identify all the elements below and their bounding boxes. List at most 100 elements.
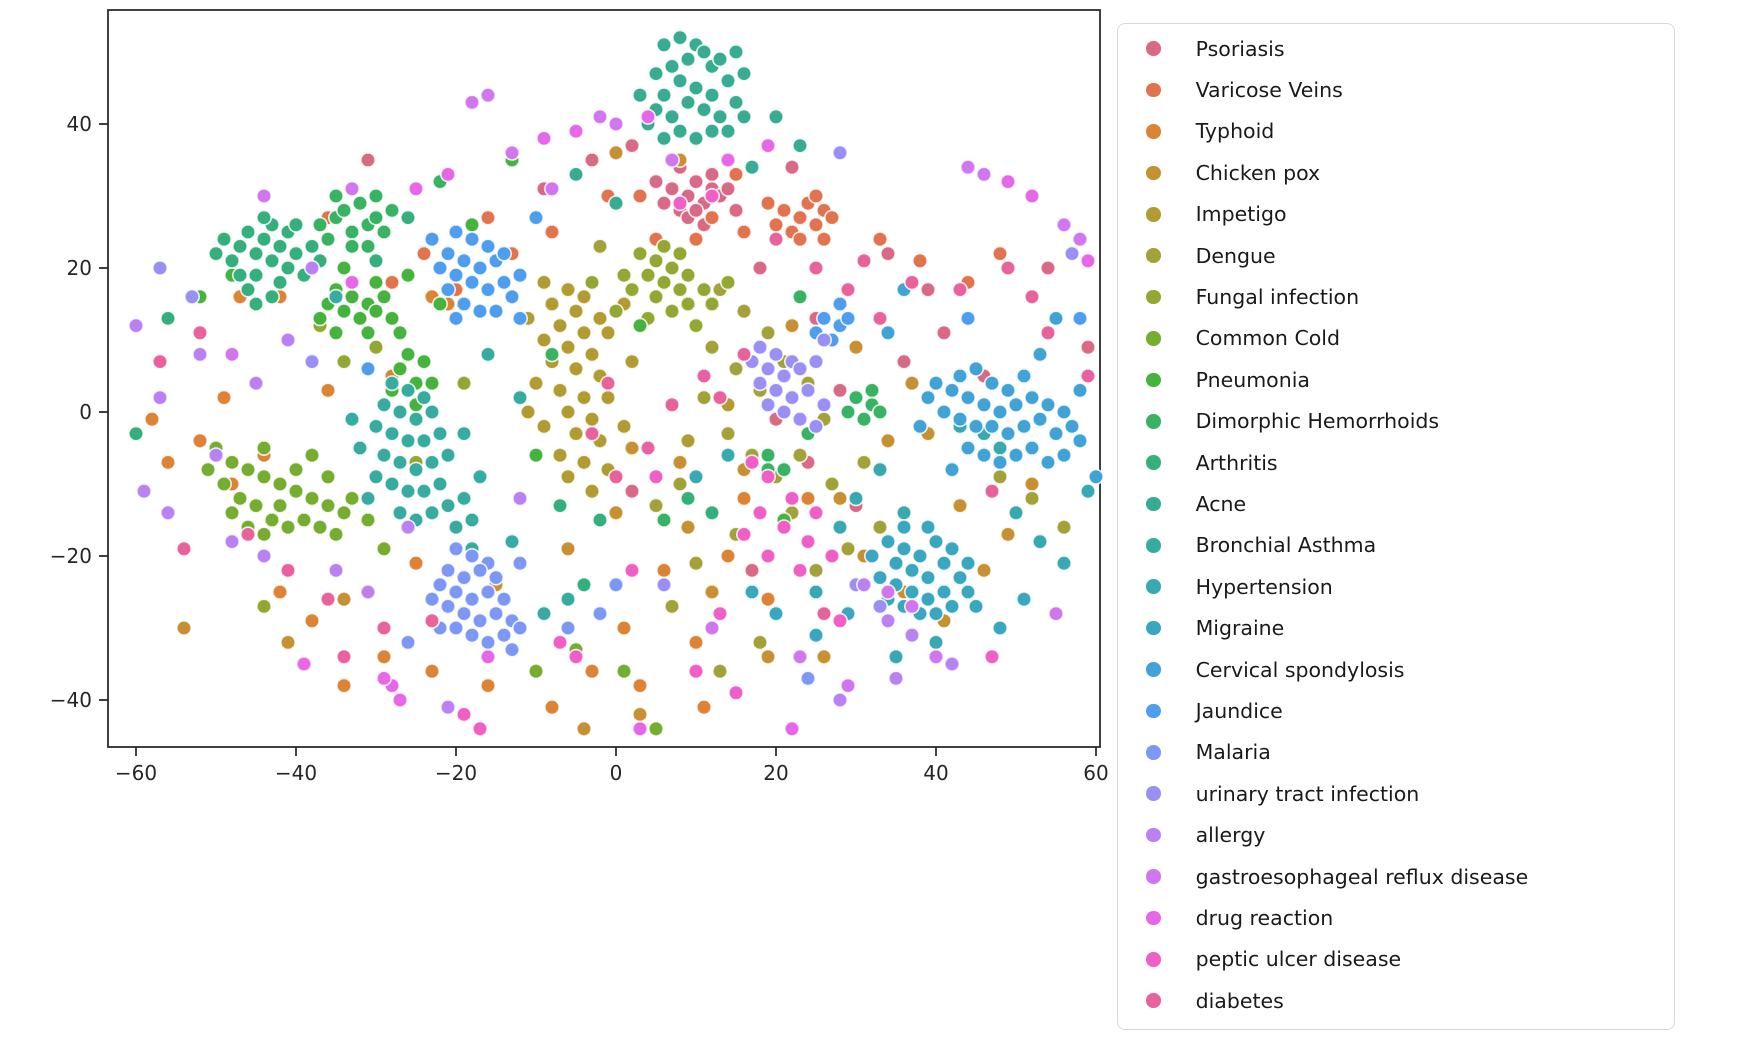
scatter-series-cervical-spondylosis xyxy=(879,281,1105,485)
scatter-point xyxy=(479,209,496,226)
scatter-point xyxy=(983,418,1000,435)
scatter-point xyxy=(455,706,472,723)
scatter-point xyxy=(383,475,400,492)
scatter-point xyxy=(935,555,952,572)
scatter-point xyxy=(735,108,752,125)
scatter-point xyxy=(463,94,480,111)
scatter-point xyxy=(447,310,464,327)
legend-item-label: Migraine xyxy=(1195,616,1285,641)
scatter-point xyxy=(631,317,648,334)
scatter-point xyxy=(975,447,992,464)
scatter-point xyxy=(375,670,392,687)
scatter-point xyxy=(871,461,888,478)
scatter-point xyxy=(943,598,960,615)
scatter-point xyxy=(759,547,776,564)
scatter-point xyxy=(791,209,808,226)
scatter-point xyxy=(791,288,808,305)
scatter-point xyxy=(375,288,392,305)
scatter-point xyxy=(735,526,752,543)
scatter-point xyxy=(847,490,864,507)
scatter-point xyxy=(847,339,864,356)
scatter-point xyxy=(959,555,976,572)
scatter-point xyxy=(527,209,544,226)
legend-item-label: Arthritis xyxy=(1195,450,1278,475)
scatter-point xyxy=(815,605,832,622)
scatter-point xyxy=(567,303,584,320)
scatter-point xyxy=(319,591,336,608)
scatter-point xyxy=(799,490,816,507)
scatter-point xyxy=(767,382,784,399)
scatter-point xyxy=(871,231,888,248)
scatter-point xyxy=(663,180,680,197)
legend-item-label: Pneumonia xyxy=(1195,367,1310,392)
legend-item-label: Malaria xyxy=(1195,740,1271,765)
scatter-point xyxy=(935,324,952,341)
scatter-point xyxy=(1040,396,1057,413)
scatter-point xyxy=(335,202,352,219)
scatter-point xyxy=(975,562,992,579)
scatter-point xyxy=(639,267,656,284)
y-tick-label: −20 xyxy=(50,544,92,568)
scatter-point xyxy=(160,454,177,471)
legend-item-label: gastroesophageal reflux disease xyxy=(1195,864,1529,889)
scatter-point xyxy=(511,490,528,507)
scatter-point xyxy=(551,447,568,464)
scatter-point xyxy=(855,454,872,471)
scatter-point xyxy=(655,87,672,104)
scatter-series-peptic-ulcer-disease xyxy=(455,188,1000,737)
scatter-point xyxy=(391,403,408,420)
legend-item-label: allergy xyxy=(1195,823,1266,848)
scatter-point xyxy=(479,238,496,255)
scatter-point xyxy=(631,87,648,104)
legend-item-label: Impetigo xyxy=(1195,202,1287,227)
scatter-point xyxy=(535,605,552,622)
scatter-point xyxy=(439,166,456,183)
scatter-point xyxy=(471,562,488,579)
scatter-point xyxy=(1048,425,1065,442)
scatter-point xyxy=(807,504,824,521)
scatter-point xyxy=(671,123,688,140)
scatter-point xyxy=(711,108,728,125)
scatter-point xyxy=(415,353,432,370)
scatter-point xyxy=(176,619,193,636)
scatter-point xyxy=(383,375,400,392)
legend-marker-icon xyxy=(1146,620,1161,636)
scatter-point xyxy=(695,281,712,298)
scatter-point xyxy=(128,317,145,334)
scatter-point xyxy=(567,166,584,183)
scatter-point xyxy=(575,288,592,305)
scatter-point xyxy=(783,490,800,507)
scatter-point xyxy=(759,396,776,413)
scatter-point xyxy=(543,699,560,716)
scatter-point xyxy=(407,461,424,478)
scatter-point xyxy=(248,497,265,514)
scatter-point xyxy=(1048,310,1065,327)
scatter-point xyxy=(255,526,272,543)
scatter-point xyxy=(439,245,456,262)
scatter-point xyxy=(607,116,624,133)
scatter-point xyxy=(240,224,257,241)
legend-item-label: Cervical spondylosis xyxy=(1195,657,1405,682)
scatter-point xyxy=(471,259,488,276)
scatter-point xyxy=(303,447,320,464)
scatter-point xyxy=(1040,259,1057,276)
scatter-point xyxy=(383,274,400,291)
scatter-point xyxy=(375,224,392,241)
scatter-point xyxy=(495,627,512,644)
legend-item-label: Chicken pox xyxy=(1195,160,1321,185)
scatter-point xyxy=(615,418,632,435)
scatter-point xyxy=(128,425,145,442)
legend-marker-icon xyxy=(1146,331,1161,346)
scatter-point xyxy=(192,324,209,341)
x-tick-label: 40 xyxy=(923,761,948,785)
scatter-point xyxy=(615,267,632,284)
scatter-point xyxy=(655,130,672,147)
scatter-point xyxy=(287,483,304,500)
scatter-point xyxy=(511,555,528,572)
scatter-point xyxy=(495,274,512,291)
scatter-point xyxy=(279,259,296,276)
scatter-point xyxy=(807,259,824,276)
scatter-point xyxy=(879,612,896,629)
scatter-point xyxy=(911,418,928,435)
